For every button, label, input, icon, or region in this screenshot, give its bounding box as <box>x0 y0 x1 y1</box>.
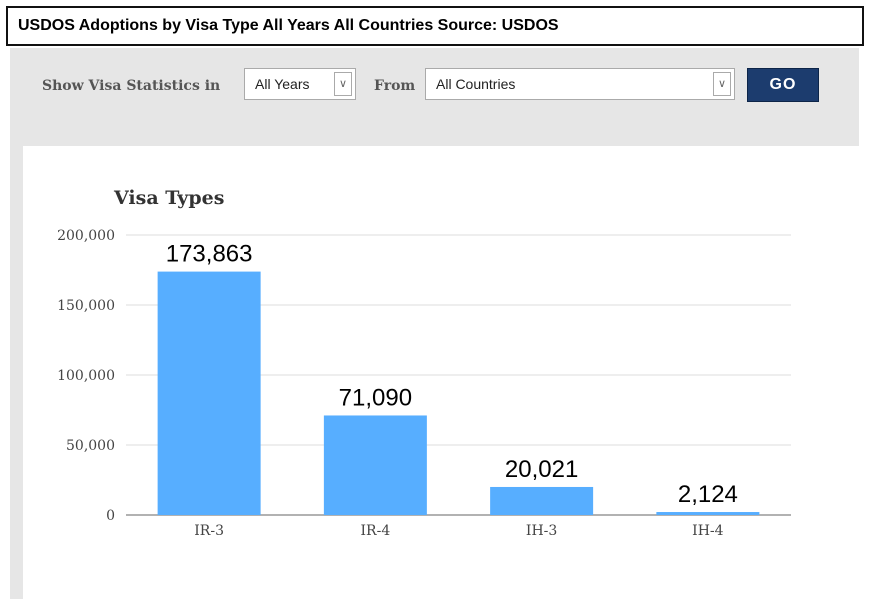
data-label: 173,863 <box>166 241 253 268</box>
from-label: From <box>374 78 416 94</box>
x-tick-label: IH-4 <box>692 523 723 539</box>
x-tick-label: IR-4 <box>361 523 391 539</box>
year-select-value: All Years <box>255 76 310 92</box>
country-select-value: All Countries <box>436 76 516 92</box>
y-tick-label: 50,000 <box>66 438 115 454</box>
data-label: 20,021 <box>505 456 578 483</box>
window-title: USDOS Adoptions by Visa Type All Years A… <box>6 6 864 46</box>
chart-card: 0 50,000 100,000 150,000 200,000 173,863 IR-3… <box>23 146 866 599</box>
data-label: 2,124 <box>678 481 738 508</box>
chart-title: Visa Types <box>113 187 224 209</box>
bar-ih-3 <box>490 486 594 515</box>
visa-types-chart: 0 50,000 100,000 150,000 200,000 173,863 IR-3… <box>57 187 791 539</box>
bar-ih-4 <box>656 512 760 515</box>
y-tick-label: 150,000 <box>57 298 115 314</box>
chevron-down-icon[interactable]: ∨ <box>334 72 352 96</box>
y-tick-label: 200,000 <box>57 228 115 244</box>
bar-ir-4 <box>323 415 427 515</box>
go-button[interactable]: GO <box>747 68 819 102</box>
show-visa-label: Show Visa Statistics in <box>42 78 221 94</box>
visa-stats-panel: Show Visa Statistics in All Years ∨ From… <box>10 48 866 599</box>
data-label: 71,090 <box>339 384 412 411</box>
year-select[interactable]: All Years ∨ <box>244 68 356 100</box>
x-tick-label: IR-3 <box>194 523 224 539</box>
x-tick-label: IH-3 <box>526 523 557 539</box>
country-select[interactable]: All Countries ∨ <box>425 68 735 100</box>
y-tick-label: 100,000 <box>57 368 115 384</box>
y-tick-label: 0 <box>106 508 115 524</box>
chevron-down-icon[interactable]: ∨ <box>713 72 731 96</box>
bar-ir-3 <box>157 271 261 515</box>
filter-controls: Show Visa Statistics in All Years ∨ From… <box>10 48 859 138</box>
